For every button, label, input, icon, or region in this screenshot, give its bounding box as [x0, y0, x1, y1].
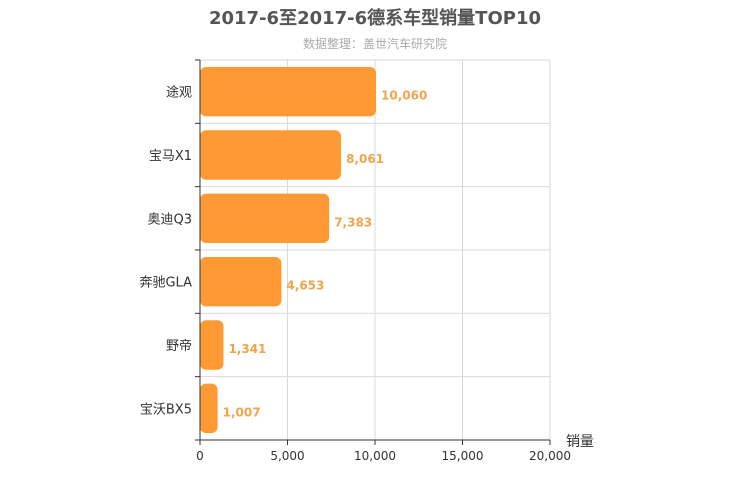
category-label: 奥迪Q3	[147, 212, 192, 227]
chart-subtitle: 数据整理：盖世汽车研究院	[303, 36, 447, 51]
category-label: 宝沃BX5	[140, 402, 192, 417]
category-label: 宝马X1	[149, 149, 192, 164]
x-tick-label: 15,000	[442, 449, 484, 463]
value-label: 1,341	[228, 342, 266, 356]
value-label: 7,383	[334, 215, 372, 229]
bar	[200, 320, 224, 370]
x-tick-label: 5,000	[270, 449, 304, 463]
value-label: 8,061	[346, 152, 384, 166]
bar	[200, 130, 342, 180]
value-label: 10,060	[381, 89, 427, 103]
x-tick-label: 10,000	[354, 449, 396, 463]
bar	[200, 66, 377, 117]
category-label: 途观	[166, 85, 192, 101]
x-tick-label: 20,000	[529, 449, 571, 463]
grid-lines	[200, 59, 551, 441]
value-label: 4,653	[286, 279, 324, 293]
bar	[200, 383, 218, 434]
category-label: 野帝	[166, 338, 192, 354]
category-label: 奔驰GLA	[139, 276, 192, 291]
bar	[200, 193, 330, 244]
axes	[195, 59, 551, 445]
value-label: 1,007	[223, 405, 261, 419]
chart-title: 2017-6至2017-6德系车型销量TOP10	[209, 7, 541, 29]
x-tick-label: 0	[196, 449, 204, 463]
bar	[200, 256, 282, 307]
labels: 途观 10,060 宝马X1 8,061 奥迪Q3 7,383 奔驰GLA 4,653 野帝 1,…	[139, 85, 571, 463]
bars	[200, 66, 377, 434]
x-axis-title: 销量	[566, 434, 594, 450]
